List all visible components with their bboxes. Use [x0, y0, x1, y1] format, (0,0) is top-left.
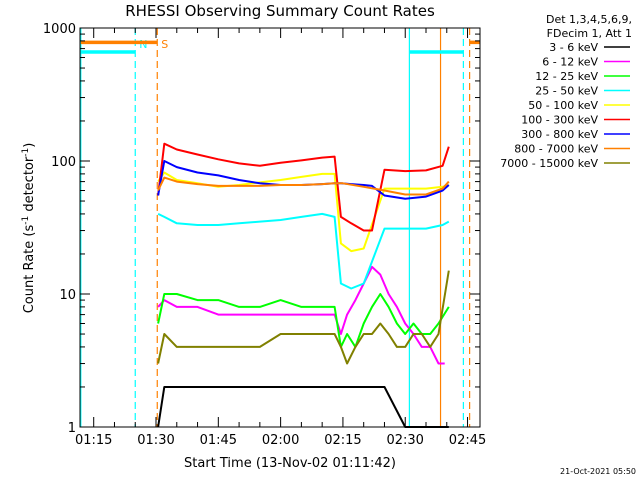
generation-timestamp: 21-Oct-2021 05:50 — [560, 467, 636, 476]
y-tick-label: 100 — [51, 155, 76, 170]
x-tick-label: 02:15 — [324, 433, 361, 448]
y-axis-label: Count Rate (s-1 detector-1) — [21, 143, 37, 314]
legend-header-line-2: FDecim 1, Att 1 — [547, 27, 632, 40]
y-tick-label: 1 — [68, 421, 76, 436]
x-tick-label: 01:45 — [200, 433, 237, 448]
series-line-100-300-kev — [157, 142, 450, 232]
x-tick-label: 02:30 — [386, 433, 423, 448]
legend-entry-label: 12 - 25 keV — [535, 70, 598, 83]
legend-entry-label: 50 - 100 keV — [528, 99, 598, 112]
legend-entry-label: 6 - 12 keV — [542, 56, 598, 69]
marker-label-S: S — [161, 38, 168, 51]
series-line-800-7000-kev — [157, 176, 450, 196]
legend-entry-label: 100 - 300 keV — [521, 114, 598, 127]
x-tick-label: 02:00 — [262, 433, 299, 448]
series-line-300-800-kev — [157, 160, 450, 200]
x-tick-label: 02:45 — [449, 433, 486, 448]
legend-entry-label: 3 - 6 keV — [549, 41, 598, 54]
series-line-12-25-kev — [157, 293, 450, 348]
series-line-25-50-kev — [157, 212, 450, 290]
legend-entry-label: 25 - 50 keV — [535, 85, 598, 98]
y-tick-label: 10 — [59, 288, 76, 303]
series-lines — [157, 142, 450, 428]
chart-title: RHESSI Observing Summary Count Rates — [125, 2, 435, 20]
legend-header-line-1: Det 1,3,4,5,6,9, — [546, 13, 632, 26]
x-axis-label: Start Time (13-Nov-02 01:11:42) — [184, 456, 396, 471]
series-line-6-12-kev — [157, 265, 445, 365]
marker-label-N: N — [139, 38, 147, 51]
plot-frame — [79, 27, 481, 428]
x-axis: 01:15 01:30 01:45 02:00 02:15 02:30 02:45 — [75, 28, 486, 448]
legend-entry-label: 800 - 7000 keV — [514, 143, 598, 156]
legend-entry-label: 300 - 800 keV — [521, 128, 598, 141]
legend-entry-label: 7000 - 15000 keV — [500, 157, 598, 170]
legend: Det 1,3,4,5,6,9, FDecim 1, Att 1 3 - 6 k… — [500, 13, 632, 170]
x-tick-label: 01:15 — [75, 433, 112, 448]
y-axis: 1 10 100 1000 — [43, 22, 480, 436]
series-line-7000-15000-kev — [157, 270, 450, 365]
y-tick-label: 1000 — [43, 22, 76, 37]
x-tick-label: 01:30 — [137, 433, 174, 448]
